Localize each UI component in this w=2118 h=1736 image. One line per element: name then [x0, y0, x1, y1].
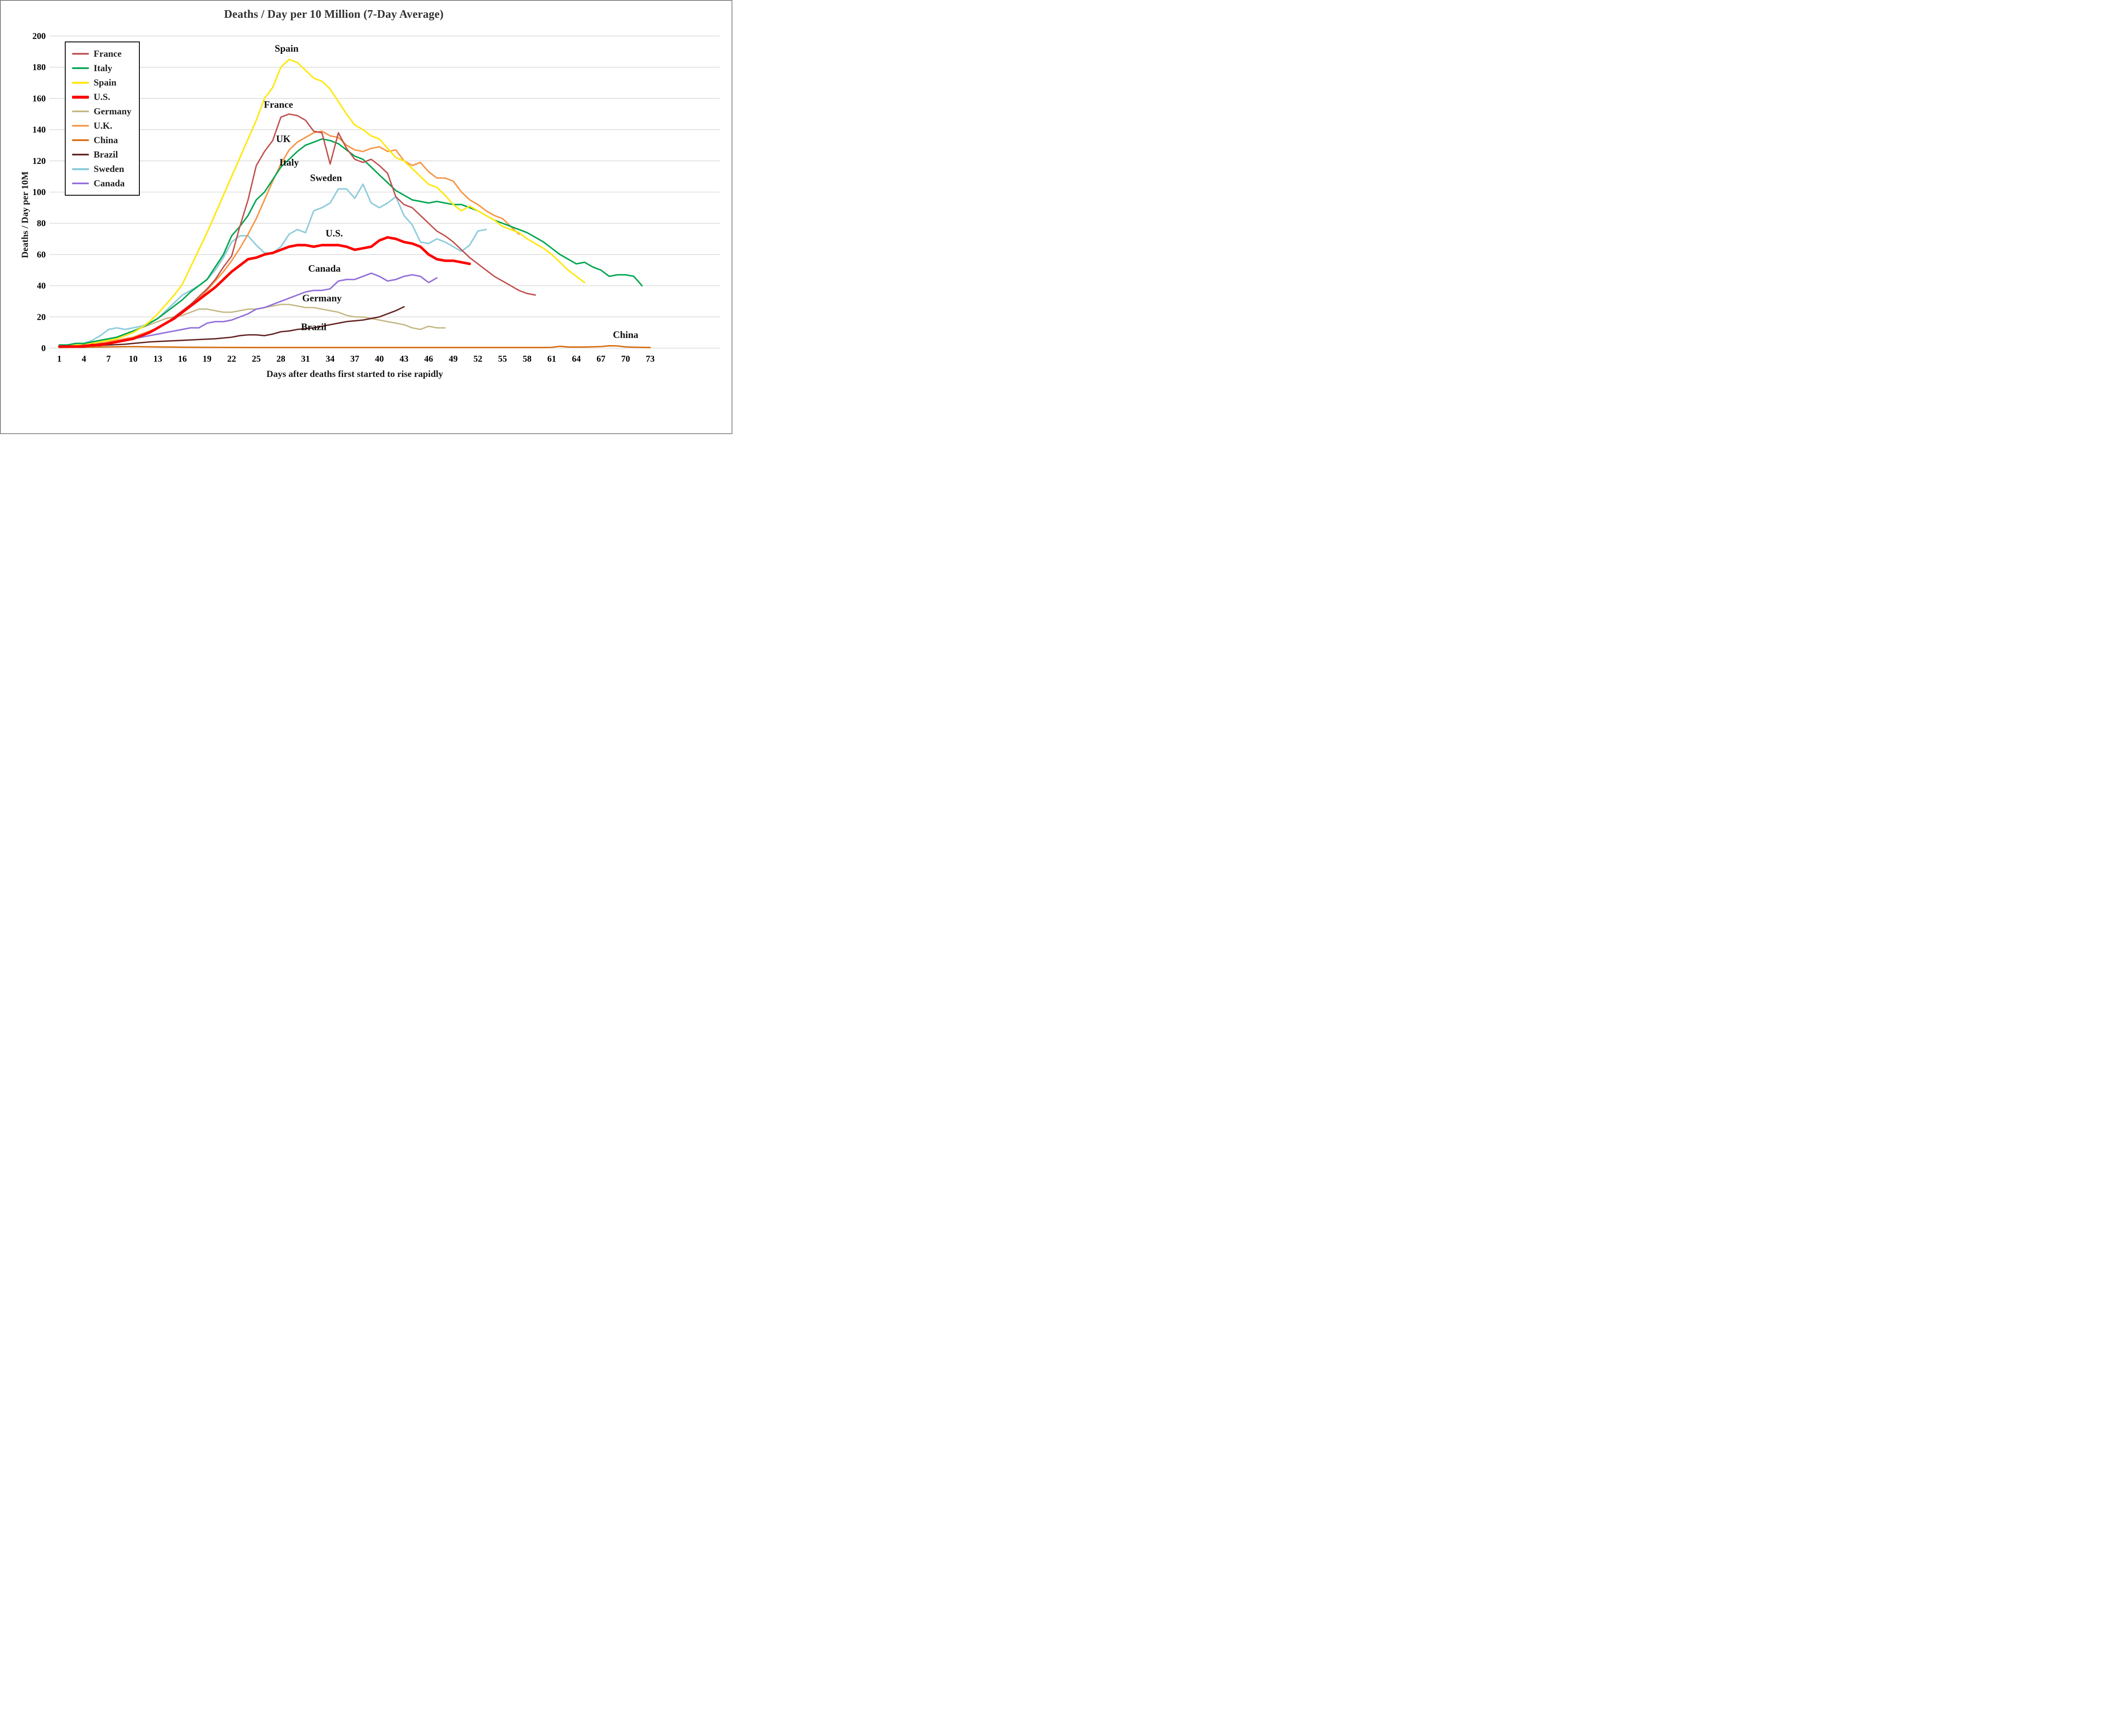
y-tick-label: 40: [37, 281, 46, 291]
x-tick-label: 46: [424, 354, 433, 364]
series-line-us: [58, 236, 471, 348]
legend-label: Brazil: [94, 149, 118, 160]
annotation-spain: Spain: [275, 43, 299, 54]
x-tick-label: 55: [498, 354, 507, 364]
legend-swatch: [72, 111, 89, 112]
x-tick-label: 10: [129, 354, 138, 364]
legend: France Italy Spain U.S. Germany U.K. China Braz…: [65, 42, 140, 196]
x-tick-label: 73: [646, 354, 655, 364]
legend-label: Germany: [94, 106, 132, 116]
legend-label: Sweden: [94, 163, 125, 174]
y-tick-label: 200: [33, 31, 46, 41]
x-tick-label: 28: [277, 354, 286, 364]
x-tick-label: 52: [474, 354, 482, 364]
legend-label: Spain: [94, 77, 116, 88]
annotation-uk: UK: [276, 134, 291, 144]
legend-swatch: [72, 81, 89, 84]
y-tick-label: 0: [42, 343, 46, 353]
series-line-china: [58, 345, 651, 349]
x-axis-title: Days after deaths first started to rise …: [266, 368, 443, 379]
y-tick-label: 120: [33, 156, 46, 166]
annotation-france: France: [264, 100, 293, 110]
plot-area: 0 20 40 60 80 100 120 140 160 180 200 1 4 7 10 13 16 19 22…: [33, 31, 720, 364]
x-tick-label: 22: [227, 354, 236, 364]
annotation-canada: Canada: [308, 263, 341, 274]
x-tick-label: 1: [57, 354, 62, 364]
legend-item-spain: Spain: [72, 75, 139, 90]
legend-item-china: China: [72, 133, 139, 147]
legend-item-uk: U.K.: [72, 119, 139, 133]
y-tick-label: 80: [37, 218, 46, 228]
legend-item-canada: Canada: [72, 176, 139, 191]
series-line-brazil: [58, 306, 405, 348]
annotation-china: China: [613, 329, 639, 340]
series-line-uk: [58, 130, 520, 347]
legend-swatch: [72, 53, 89, 55]
y-axis-title: Deaths / Day per 10M: [19, 171, 30, 258]
legend-item-germany: Germany: [72, 104, 139, 119]
annotation-brazil: Brazil: [301, 322, 327, 332]
annotation-germany: Germany: [302, 293, 342, 303]
legend-label: France: [94, 48, 122, 59]
x-tick-label: 43: [399, 354, 408, 364]
legend-label: U.S.: [94, 91, 111, 102]
y-tick-label: 20: [37, 312, 46, 322]
legend-swatch: [72, 67, 89, 69]
annotation-us: U.S.: [326, 228, 343, 239]
legend-swatch: [72, 95, 89, 99]
legend-item-france: France: [72, 47, 139, 61]
legend-label: Italy: [94, 63, 112, 73]
legend-item-sweden: Sweden: [72, 162, 139, 176]
y-tick-label: 100: [33, 187, 46, 197]
x-tick-label: 49: [449, 354, 458, 364]
legend-label: U.K.: [94, 120, 112, 131]
x-tick-label: 25: [252, 354, 261, 364]
legend-swatch: [72, 168, 89, 170]
x-tick-label: 67: [596, 354, 605, 364]
y-tick-label: 160: [33, 93, 46, 103]
series-line-canada: [58, 272, 438, 347]
y-tick-label: 180: [33, 62, 46, 72]
series-line-sweden: [58, 183, 487, 346]
legend-item-italy: Italy: [72, 61, 139, 75]
legend-swatch: [72, 125, 89, 127]
x-tick-label: 13: [153, 354, 162, 364]
legend-item-us: U.S.: [72, 90, 139, 104]
legend-swatch: [72, 139, 89, 141]
legend-label: China: [94, 135, 118, 145]
x-tick-label: 31: [301, 354, 310, 364]
x-tick-label: 19: [202, 354, 211, 364]
legend-label: Canada: [94, 178, 125, 188]
x-tick-label: 70: [621, 354, 630, 364]
x-tick-label: 58: [523, 354, 532, 364]
annotation-sweden: Sweden: [310, 173, 342, 183]
annotation-italy: Italy: [280, 157, 299, 168]
y-tick-label: 140: [33, 125, 46, 135]
x-tick-label: 37: [350, 354, 359, 364]
x-tick-label: 40: [375, 354, 384, 364]
series-line-italy: [58, 138, 643, 346]
x-tick-label: 34: [326, 354, 335, 364]
legend-item-brazil: Brazil: [72, 147, 139, 162]
chart-title: Deaths / Day per 10 Million (7-Day Avera…: [224, 8, 444, 20]
x-tick-label: 7: [106, 354, 111, 364]
series-line-spain: [58, 58, 585, 348]
x-tick-label: 61: [547, 354, 556, 364]
x-tick-label: 16: [178, 354, 187, 364]
chart: 0 20 40 60 80 100 120 140 160 180 200 1 4 7 10 13 16 19 22…: [0, 0, 732, 434]
legend-swatch: [72, 183, 89, 184]
x-tick-label: 64: [572, 354, 581, 364]
x-tick-label: 4: [82, 354, 86, 364]
y-tick-label: 60: [37, 249, 46, 260]
legend-swatch: [72, 154, 89, 155]
